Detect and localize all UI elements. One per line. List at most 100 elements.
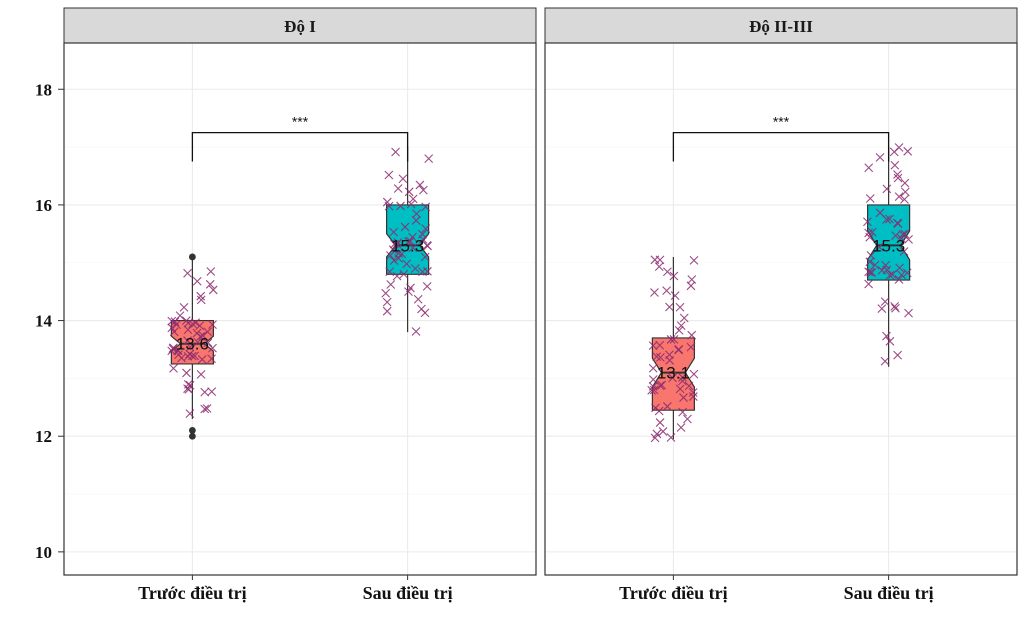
jitter-point — [687, 275, 697, 284]
jitter-point — [655, 340, 665, 350]
y-tick-label: 12 — [35, 427, 52, 446]
jitter-point — [397, 249, 407, 259]
bracket-line — [672, 131, 890, 162]
panel-strip-label: Độ I — [284, 17, 316, 36]
jitter-point — [903, 146, 913, 156]
jitter-point — [900, 229, 910, 239]
jitter-point — [864, 279, 874, 289]
median-label: 13.1 — [657, 364, 690, 383]
jitter-point — [656, 352, 665, 362]
jitter-point — [894, 275, 904, 284]
bracket-line — [191, 131, 409, 162]
box-body — [170, 319, 214, 365]
jitter-point — [388, 245, 398, 255]
jitter-point — [666, 335, 676, 344]
jitter-point — [900, 194, 909, 204]
jitter-point — [398, 174, 408, 184]
jitter-point — [408, 243, 418, 253]
jitter-point — [183, 379, 193, 389]
jitter-point — [183, 325, 193, 335]
median-label: 13.6 — [176, 335, 209, 354]
jitter-point — [890, 160, 900, 170]
jitter-point — [675, 302, 685, 312]
jitter-point — [202, 404, 212, 413]
jitter-point — [669, 335, 679, 344]
jitter-point — [393, 184, 403, 193]
jitter-point — [386, 251, 395, 260]
jitter-point — [392, 271, 402, 281]
jitter-point — [663, 267, 672, 277]
jitter-point — [894, 192, 904, 201]
jitter-point — [899, 247, 909, 256]
jitter-point — [668, 373, 678, 383]
jitter-point — [424, 154, 434, 163]
plot-background — [64, 43, 536, 575]
jitter-point — [863, 217, 872, 227]
x-tick-label: Sau điều trị — [363, 583, 453, 603]
jitter-point — [423, 241, 432, 251]
panel-strip — [544, 7, 1018, 44]
jitter-point — [195, 321, 205, 331]
jitter-point — [190, 351, 200, 361]
jitter-point — [893, 170, 902, 179]
jitter-point — [658, 427, 668, 436]
jitter-point — [904, 308, 913, 318]
jitter-point — [688, 388, 698, 397]
jitter-point — [864, 267, 873, 277]
jitter-point — [650, 288, 659, 297]
jitter-point — [875, 152, 885, 162]
jitter-point — [893, 173, 903, 183]
jitter-point — [687, 330, 697, 340]
jitter-point — [891, 231, 900, 240]
jitter-point — [662, 402, 672, 411]
jitter-point — [205, 279, 215, 289]
jitter-point — [191, 318, 201, 328]
jitter-point — [405, 236, 415, 246]
jitter-point — [864, 163, 874, 173]
jitter-point — [865, 194, 875, 203]
jitter-point — [662, 286, 672, 296]
panel-2: Độ II-III 13.1 Trước điều trị 15.3 Sau điều … — [544, 7, 1018, 603]
jitter-point — [197, 355, 207, 364]
median-label: 15.3 — [391, 236, 424, 255]
jitter-point — [655, 418, 665, 427]
box-truoc: 13.6 — [167, 253, 218, 440]
significance-bracket: *** — [672, 114, 890, 162]
jitter-point — [169, 363, 178, 373]
jitter-point — [185, 380, 195, 390]
jitter-point — [207, 387, 217, 397]
jitter-point — [865, 232, 875, 242]
jitter-point — [203, 327, 213, 337]
jitter-point — [393, 237, 403, 247]
jitter-point — [688, 392, 698, 401]
jitter-point — [391, 147, 400, 157]
jitter-point — [411, 327, 421, 336]
jitter-point — [655, 381, 665, 391]
jitter-point — [684, 381, 694, 391]
jitter-point — [169, 327, 179, 337]
jitter-point — [177, 353, 186, 363]
jitter-point — [208, 320, 217, 330]
jitter-point — [423, 266, 432, 276]
jitter-point — [382, 197, 392, 207]
jitter-point — [193, 337, 203, 347]
y-tick-label: 18 — [35, 80, 52, 99]
significance-label: *** — [292, 114, 309, 130]
jitter-point — [676, 423, 686, 432]
jitter-point — [679, 393, 688, 402]
jitter-point — [381, 288, 391, 298]
jitter-point — [421, 224, 431, 233]
jitter-point — [421, 202, 431, 212]
panel-strip — [63, 7, 537, 44]
jitter-point — [902, 268, 912, 278]
jitter-point — [399, 269, 409, 279]
jitter-point — [188, 319, 197, 329]
jitter-point — [167, 316, 177, 326]
jitter-point — [678, 372, 687, 382]
jitter-point — [885, 270, 895, 280]
y-tick-label: 16 — [35, 196, 52, 215]
median-label: 15.3 — [872, 236, 905, 255]
jitter-point — [652, 429, 662, 439]
jitter-point — [678, 407, 688, 417]
jitter-point — [893, 350, 903, 360]
